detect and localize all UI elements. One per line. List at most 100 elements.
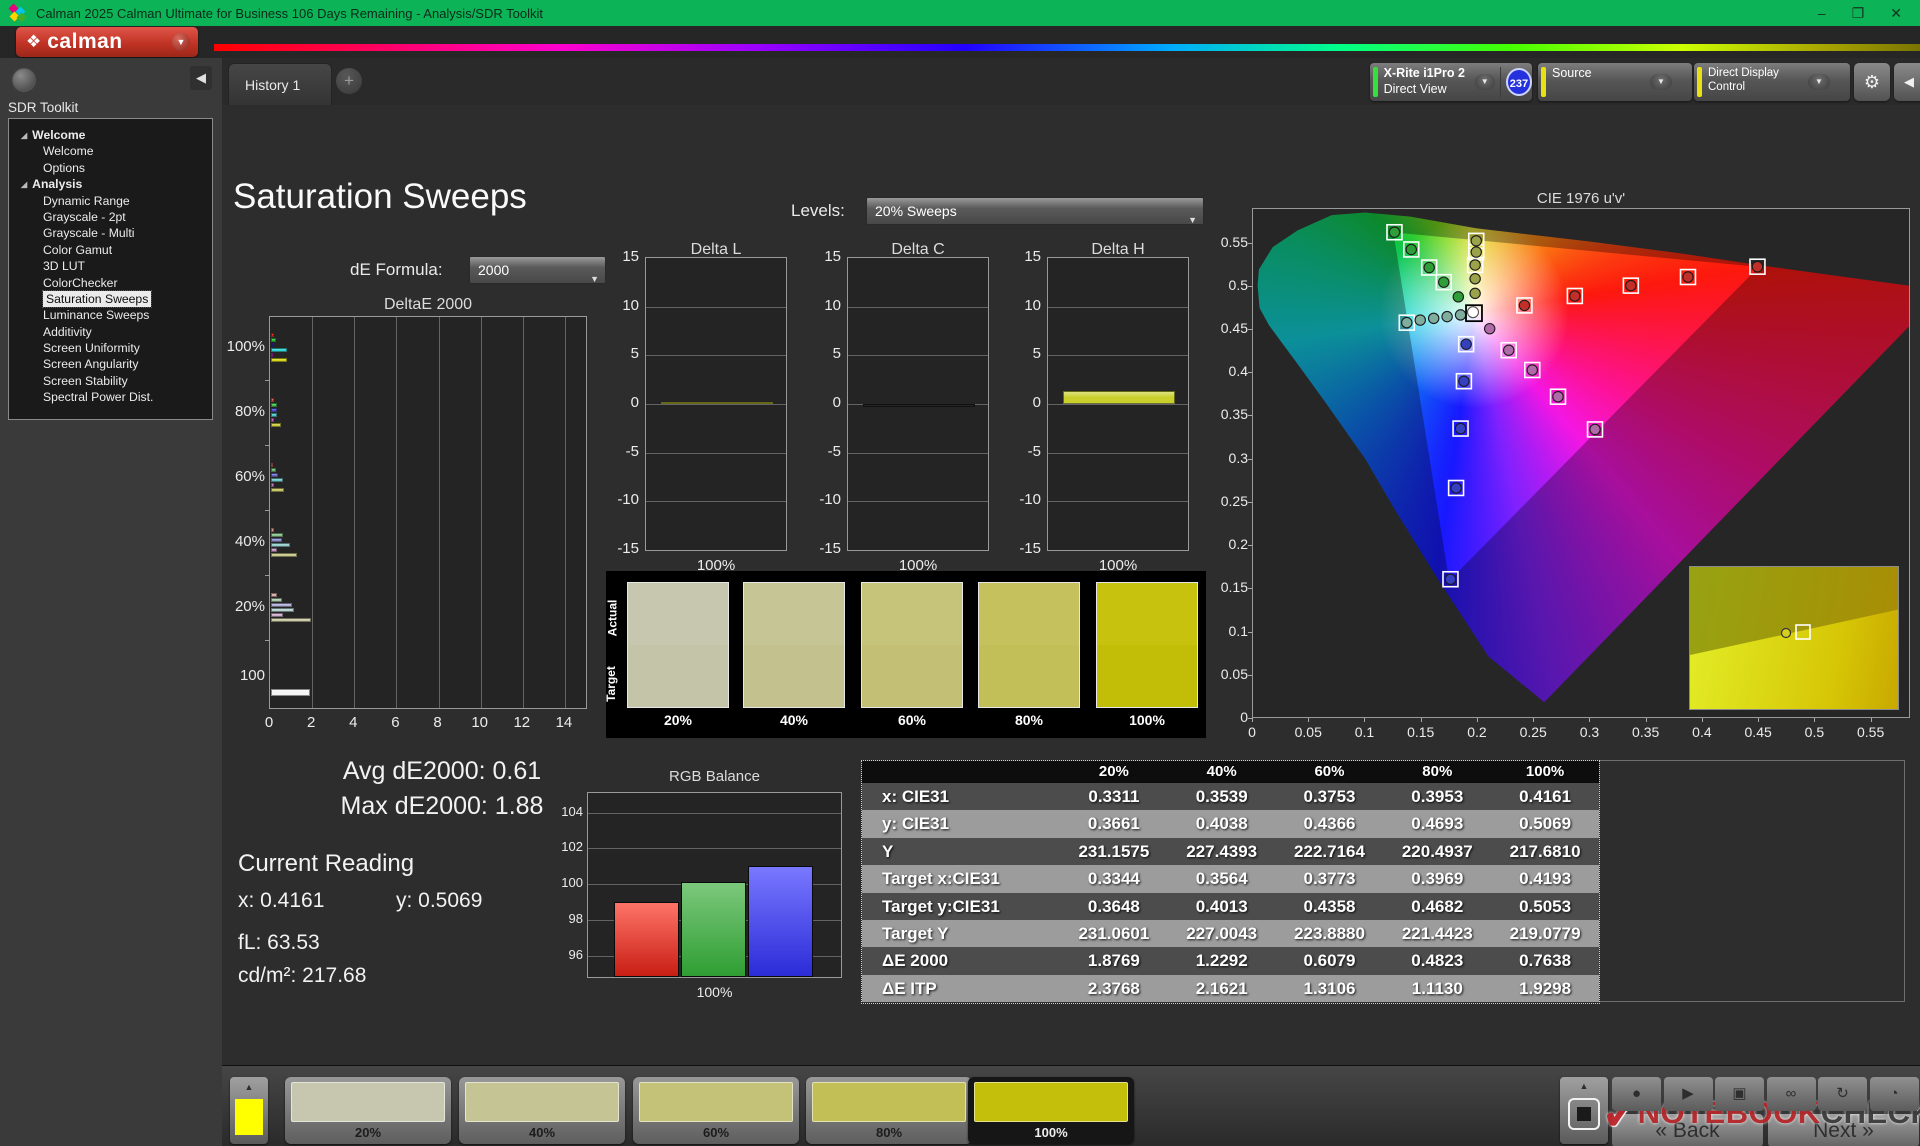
sidebar-item-screen-uniformity[interactable]: Screen Uniformity [43, 341, 140, 356]
delta-y-tick: 15 [622, 248, 639, 265]
rgb-bar-red [614, 902, 679, 977]
close-button[interactable]: ✕ [1890, 5, 1902, 21]
deltae-group-label: 80% [234, 403, 265, 420]
cell-value: 219.0779 [1509, 923, 1581, 943]
deltae-bar-group [271, 398, 282, 428]
sidebar-item-grayscale-multi[interactable]: Grayscale - Multi [43, 226, 135, 241]
timer-button[interactable]: ◔ [1869, 1077, 1919, 1111]
pattern-button-40[interactable]: 40% [459, 1077, 625, 1144]
pattern-button-80[interactable]: 80% [806, 1077, 972, 1144]
play-icon: ▶ [1682, 1085, 1694, 1102]
pattern-bar: ▲ ▲ « Back Next » ✓ NOTEBOOKCHECK 20%40%… [222, 1065, 1920, 1146]
workflow-options-button[interactable] [12, 68, 36, 92]
cell-value: 1.1130 [1411, 978, 1463, 998]
compare-swatch-100 [1096, 582, 1198, 708]
deltae-group-label: 40% [234, 533, 265, 550]
expander-icon: ◢ [21, 180, 28, 190]
target-label: Target [603, 666, 618, 702]
cell-value: 0.4038 [1195, 814, 1248, 834]
display-control-dropdown[interactable]: Direct Display Control ▼ [1694, 63, 1850, 101]
deltae-bar [271, 338, 276, 342]
calman-logo-text: calman [47, 30, 123, 53]
cell-value: 0.4193 [1519, 869, 1572, 889]
play-button[interactable]: ▶ [1663, 1077, 1713, 1111]
sidebar-item-saturation-sweeps[interactable]: Saturation Sweeps [9, 289, 212, 309]
sidebar-item-screen-stability[interactable]: Screen Stability [43, 373, 128, 388]
levels-select[interactable]: 20% Sweeps ▼ [866, 197, 1204, 225]
loop-button[interactable]: ∞ [1766, 1077, 1816, 1111]
chevron-left-icon: ◀ [1904, 74, 1914, 89]
cie-x-tick: 0.5 [1804, 724, 1825, 740]
table-col-header: 100% [1525, 763, 1565, 780]
pattern-window-button[interactable]: ▲ [230, 1077, 268, 1144]
deltae-bar [271, 618, 311, 622]
gear-icon: ⚙ [1863, 72, 1881, 92]
meter-dropdown[interactable]: X-Rite i1Pro 2 Direct View ▼ 237 [1370, 63, 1532, 101]
settings-button[interactable]: ⚙ [1854, 63, 1890, 101]
chevron-down-icon: ▼ [1650, 74, 1672, 90]
cell-value: 2.3768 [1087, 978, 1140, 998]
rgb-balance-title: RGB Balance [669, 768, 760, 785]
sidebar-item-colorchecker[interactable]: ColorChecker [43, 275, 118, 290]
sidebar-item-grayscale-2pt[interactable]: Grayscale - 2pt [43, 209, 126, 224]
deltae-bar [271, 413, 278, 417]
pattern-button-100[interactable]: 100% [968, 1077, 1134, 1144]
record-button[interactable]: ● [1612, 1077, 1661, 1111]
pattern-color [639, 1082, 793, 1122]
rgb-balance-chart [587, 792, 842, 978]
sidebar-collapse-icon[interactable]: ◀ [190, 66, 212, 90]
delta-y-tick: -15 [617, 540, 639, 557]
cell-value: 0.3661 [1087, 814, 1140, 834]
tab-history-1[interactable]: History 1 [228, 63, 332, 105]
add-tab-button[interactable]: + [336, 68, 362, 94]
current-reading-title: Current Reading [238, 850, 415, 877]
back-button[interactable]: « Back [1612, 1114, 1763, 1146]
sidebar-item-analysis[interactable]: ◢ Analysis [21, 177, 83, 192]
minimize-button[interactable]: – [1817, 5, 1826, 21]
deltae-bar [271, 538, 282, 542]
sidebar-item-3d-lut[interactable]: 3D LUT [43, 259, 85, 274]
restore-button[interactable]: ❐ [1851, 5, 1865, 21]
deltae-x-tick: 6 [391, 714, 400, 731]
max-de2000: Max dE2000: 1.88 [340, 792, 544, 820]
pattern-button-60[interactable]: 60% [633, 1077, 799, 1144]
sidebar-item-spectral-power-dist[interactable]: Spectral Power Dist. [43, 390, 154, 405]
sidebar-item-options[interactable]: Options [43, 160, 86, 175]
sidebar-item-color-gamut[interactable]: Color Gamut [43, 242, 113, 257]
sidebar-item-dynamic-range[interactable]: Dynamic Range [43, 193, 130, 208]
sidebar-item-welcome[interactable]: ◢ Welcome [21, 128, 86, 142]
actual-color [1097, 583, 1197, 645]
delta-y-tick: 0 [630, 394, 639, 411]
sidebar-item-luminance-sweeps[interactable]: Luminance Sweeps [43, 308, 150, 323]
pattern-button-20[interactable]: 20% [285, 1077, 451, 1144]
sidebar-item-screen-angularity[interactable]: Screen Angularity [43, 357, 139, 372]
actual-color [979, 583, 1079, 645]
cie-x-tick: 0 [1248, 724, 1256, 740]
pattern-label: 20% [354, 1125, 382, 1140]
delta-y-tick: -10 [617, 491, 639, 509]
meter-count-badge[interactable]: 237 [1505, 68, 1532, 96]
sidebar-item-additivity[interactable]: Additivity [43, 324, 92, 339]
chevron-up-icon: ▲ [244, 1082, 254, 1092]
refresh-button[interactable]: ↻ [1818, 1077, 1867, 1111]
cell-value: 227.0043 [1186, 923, 1258, 943]
deltae-bar-group [271, 689, 310, 697]
inset-measured-point [1780, 627, 1792, 639]
cell-value: 0.7638 [1519, 951, 1572, 971]
deltae-bar [271, 408, 278, 412]
panel-collapse-button[interactable]: ◀ [1894, 63, 1920, 101]
de-formula-select[interactable]: 2000 ▼ [469, 256, 606, 284]
sidebar-item-welcome[interactable]: Welcome [43, 144, 94, 159]
deltae-bar [271, 598, 282, 602]
clip-button[interactable]: ▣ [1715, 1077, 1764, 1111]
rgb-bar-blue [748, 866, 813, 977]
stop-measure-button[interactable]: ▲ [1560, 1077, 1608, 1144]
deltae-bar [271, 613, 283, 617]
table-col-header: 40% [1206, 763, 1237, 780]
results-region: 20% 40% 60% 80% 100% x: CIE31 0.3311 0.3539 0.37… [861, 760, 1905, 1004]
deltae-bar-group [271, 528, 297, 558]
source-dropdown[interactable]: Source ▼ [1538, 63, 1692, 101]
compare-swatch-20 [627, 582, 729, 708]
calman-menu-button[interactable]: ❖ calman ▼ [16, 27, 198, 57]
next-button[interactable]: Next » [1768, 1114, 1919, 1146]
